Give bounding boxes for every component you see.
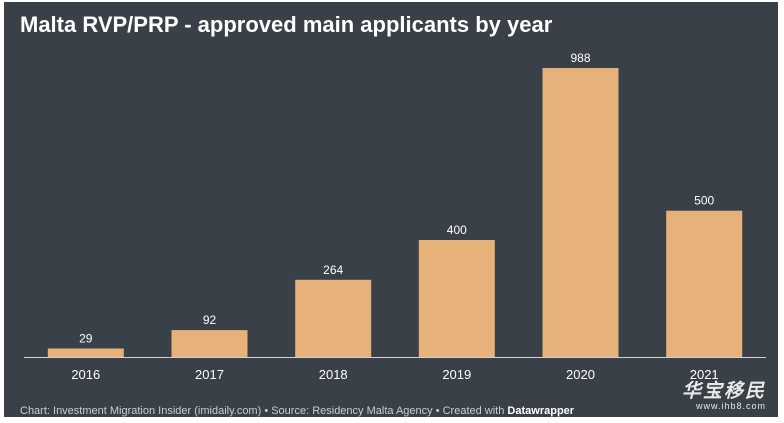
chart-footer: Chart: Investment Migration Insider (imi… [20, 405, 574, 417]
x-tick-label-2018: 2018 [319, 367, 348, 382]
bar-2017 [171, 330, 248, 357]
bar-2020 [542, 68, 619, 357]
bar-2018 [295, 279, 372, 357]
chart-title: Malta RVP/PRP - approved main applicants… [20, 12, 553, 37]
data-label-2018: 264 [323, 263, 343, 277]
data-label-2016: 29 [79, 332, 93, 346]
footer-source-text: Chart: Investment Migration Insider (imi… [20, 405, 508, 417]
data-label-2019: 400 [447, 223, 467, 237]
x-tick-label-2016: 2016 [71, 367, 100, 382]
footer-tool-name: Datawrapper [507, 405, 575, 417]
data-label-2021: 500 [694, 194, 714, 208]
chart-card: Malta RVP/PRP - approved main applicants… [4, 2, 778, 417]
watermark-title: 华宝移民 [681, 380, 766, 402]
bar-2019 [418, 240, 495, 357]
bar-2021 [666, 210, 743, 357]
x-tick-label-2021: 2021 [690, 367, 719, 382]
x-tick-label-2017: 2017 [195, 367, 224, 382]
watermark-url: www.ihb8.com [695, 401, 766, 411]
data-label-2020: 988 [570, 51, 590, 65]
data-label-2017: 92 [203, 313, 217, 327]
bar-chart: 29 2016 92 2017 264 2018 400 2019 988 2020 500 2021 [24, 51, 766, 382]
x-tick-label-2019: 2019 [442, 367, 471, 382]
bar-2016 [47, 348, 124, 357]
watermark-logo: 华宝移民 www.ihb8.com [682, 376, 766, 411]
x-tick-label-2020: 2020 [566, 367, 595, 382]
